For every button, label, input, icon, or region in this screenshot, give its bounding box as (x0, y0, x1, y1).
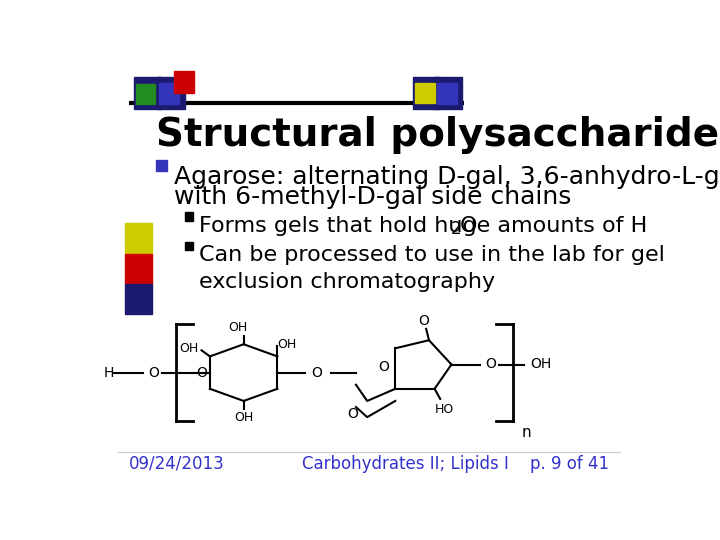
Bar (159, 83, 179, 104)
Text: O: O (196, 366, 207, 380)
Text: Can be processed to use in the lab for gel
exclusion chromatography: Can be processed to use in the lab for g… (199, 245, 665, 292)
Text: OH: OH (277, 338, 297, 351)
Bar (413, 77, 441, 109)
Text: O: O (348, 407, 359, 421)
Text: OH: OH (179, 342, 199, 355)
Bar (157, 77, 185, 109)
Bar (434, 77, 462, 109)
Text: Carbohydrates II; Lipids I: Carbohydrates II; Lipids I (302, 455, 509, 473)
Bar (125, 223, 153, 253)
Text: O: O (311, 366, 322, 380)
Text: Agarose: alternating D-gal, 3,6-anhydro-L-gal,: Agarose: alternating D-gal, 3,6-anhydro-… (174, 165, 720, 188)
Bar (436, 83, 456, 104)
Text: OH: OH (228, 321, 248, 334)
Text: n: n (521, 426, 531, 440)
Bar (415, 83, 435, 103)
Bar (136, 84, 155, 104)
Text: H: H (104, 366, 114, 380)
Text: O: O (379, 360, 390, 374)
Bar (185, 241, 193, 250)
Text: p. 9 of 41: p. 9 of 41 (530, 455, 609, 473)
Bar (174, 71, 194, 93)
Text: O: O (418, 314, 429, 328)
Text: 09/24/2013: 09/24/2013 (129, 455, 225, 473)
Bar (156, 160, 167, 171)
Text: 2: 2 (451, 220, 462, 238)
Bar (125, 254, 153, 284)
Text: OH: OH (234, 411, 253, 424)
Text: O: O (148, 366, 159, 380)
Bar (133, 77, 161, 109)
Text: HO: HO (435, 403, 454, 416)
Text: Structural polysaccharides III: Structural polysaccharides III (156, 116, 720, 153)
Text: with 6-methyl-D-gal side chains: with 6-methyl-D-gal side chains (174, 185, 571, 208)
Text: Forms gels that hold huge amounts of H: Forms gels that hold huge amounts of H (199, 216, 647, 236)
Text: O: O (485, 357, 496, 372)
Text: O: O (460, 216, 477, 236)
Bar (185, 212, 193, 221)
Bar (125, 285, 153, 314)
Text: OH: OH (530, 357, 552, 372)
